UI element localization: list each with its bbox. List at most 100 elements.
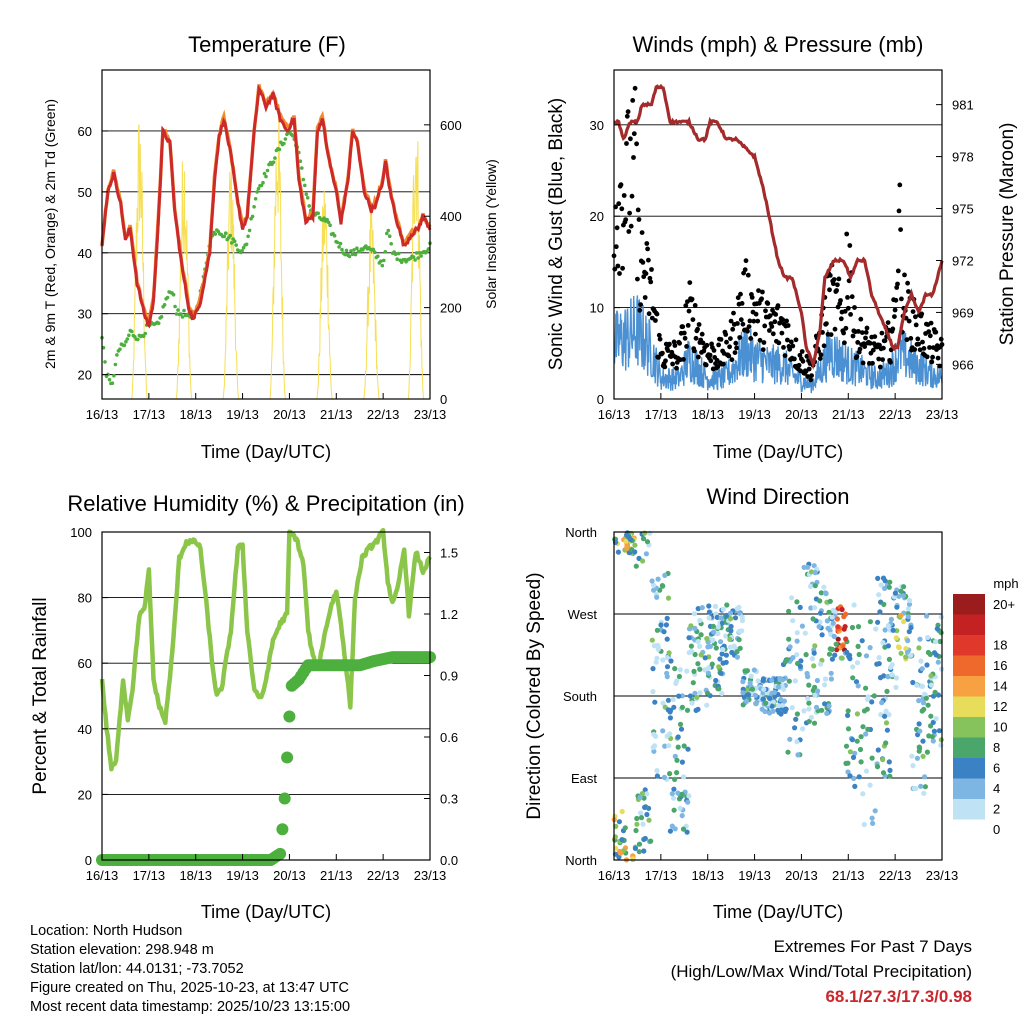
direction-point	[855, 643, 861, 650]
direction-point	[638, 810, 644, 816]
direction-point	[873, 626, 879, 632]
wind-gust-point	[646, 311, 652, 317]
temp-ytick-label: 20	[78, 368, 92, 383]
legend-swatch	[953, 799, 985, 820]
wind-gust-point	[635, 207, 641, 213]
direction-point	[689, 648, 695, 655]
humidity-panel: Relative Humidity (%) & Precipitation (i…	[30, 491, 465, 922]
wind-gust-point	[849, 294, 855, 300]
dewpoint-point	[253, 197, 258, 201]
direction-point	[660, 728, 666, 734]
direction-point	[877, 609, 883, 615]
direction-point	[822, 701, 828, 707]
direction-point	[786, 636, 792, 642]
wind-gust-point	[765, 301, 771, 306]
direction-point	[882, 627, 888, 633]
direction-point	[729, 649, 735, 656]
direction-point	[933, 639, 939, 645]
direction-point	[660, 700, 666, 706]
wind-gust-point	[643, 271, 649, 276]
direction-point	[793, 716, 799, 722]
direction-point	[785, 749, 791, 755]
rh-ytick-label: 40	[78, 722, 92, 737]
direction-point	[649, 637, 655, 643]
wind-gust-point	[862, 344, 868, 349]
wind-gust-point	[742, 267, 748, 273]
dewpoint-point	[395, 257, 400, 262]
wind-gust-point	[637, 307, 643, 313]
direction-point	[825, 625, 831, 631]
dewpoint-point	[265, 168, 270, 173]
direction-point	[883, 740, 889, 746]
direction-point	[850, 754, 857, 761]
direction-point	[724, 602, 730, 608]
direction-point	[644, 811, 650, 818]
direction-point	[719, 690, 725, 697]
wind-gust-point	[616, 201, 622, 207]
direction-point	[705, 670, 712, 676]
direction-point	[921, 790, 927, 796]
solar-insolation-line	[363, 203, 380, 400]
direction-point	[843, 636, 849, 642]
direction-point	[863, 768, 870, 774]
dewpoint-point	[223, 231, 228, 235]
rh-xtick-label: 23/13	[414, 868, 447, 883]
direction-point	[649, 578, 655, 584]
wind-gust-point	[910, 309, 916, 314]
direction-point	[663, 622, 670, 628]
dewpoint-point	[350, 252, 355, 257]
direction-point	[920, 753, 926, 760]
direction-point	[622, 825, 628, 831]
direction-point	[743, 698, 750, 705]
wind-gust-point	[796, 362, 802, 368]
direction-point	[713, 645, 719, 651]
direction-point	[803, 652, 809, 658]
direction-point	[675, 744, 681, 750]
direction-point	[747, 680, 753, 686]
direction-point	[835, 636, 841, 642]
wind-gust-point	[767, 313, 773, 318]
dewpoint-point	[338, 241, 343, 246]
wind-gust-point	[824, 321, 829, 326]
direction-point	[767, 695, 773, 702]
rh-y2tick-label: 1.5	[440, 546, 458, 561]
precipitation-point	[276, 823, 289, 836]
legend-swatch	[953, 717, 985, 738]
direction-point	[932, 689, 938, 695]
temperature-ylabel-right: Solar Insolation (Yellow)	[483, 159, 499, 309]
direction-point	[790, 655, 796, 661]
dir-ytick-label: West	[568, 607, 598, 622]
legend-swatch	[953, 737, 985, 758]
direction-point	[801, 564, 807, 571]
wind-gust-point	[740, 321, 746, 327]
direction-point	[676, 693, 682, 699]
direction-point	[794, 652, 800, 658]
dewpoint-point	[124, 339, 128, 344]
rh-xtick-label: 17/13	[133, 868, 166, 883]
dewpoint-point	[125, 337, 130, 341]
direction-point	[667, 771, 673, 777]
direction-point	[795, 752, 801, 758]
direction-point	[830, 620, 836, 626]
temp-ytick-label: 60	[78, 124, 92, 139]
dir-ytick-label: East	[571, 771, 597, 786]
direction-point	[650, 689, 656, 695]
direction-point	[841, 614, 847, 620]
direction-point	[702, 667, 708, 673]
direction-point	[636, 849, 642, 855]
wind-y2tick-label: 966	[952, 357, 974, 372]
direction-point	[827, 598, 833, 604]
direction-point	[906, 601, 913, 607]
wind-gust-point	[737, 335, 743, 340]
direction-point	[760, 696, 767, 702]
wind-gust-point	[695, 326, 700, 332]
direction-point	[727, 636, 733, 643]
temp-y2tick-label: 0	[440, 392, 447, 407]
direction-point	[880, 770, 887, 776]
direction-point	[681, 774, 687, 780]
direction-point	[815, 688, 821, 694]
rh-y2tick-label: 0.3	[440, 792, 458, 807]
direction-point	[812, 605, 818, 611]
direction-point	[640, 558, 646, 564]
direction-point	[718, 639, 724, 645]
